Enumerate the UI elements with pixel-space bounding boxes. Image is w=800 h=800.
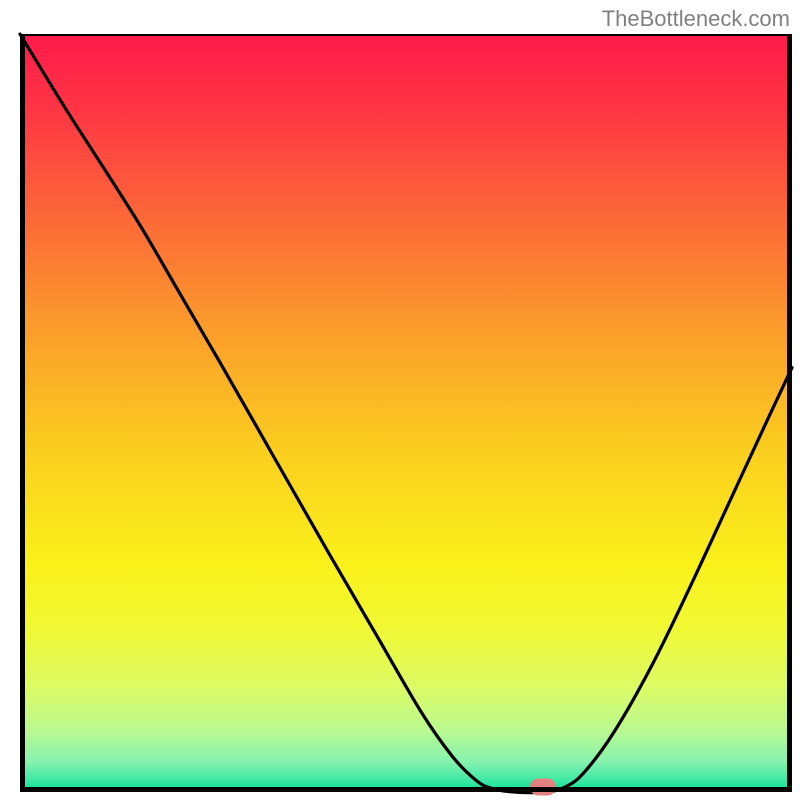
- chart-container: TheBottleneck.com: [0, 0, 800, 800]
- optimum-marker: [530, 779, 556, 796]
- curve-line: [20, 34, 792, 792]
- watermark-label: TheBottleneck.com: [602, 6, 790, 32]
- curve-path: [20, 34, 792, 793]
- plot-area: [20, 34, 792, 792]
